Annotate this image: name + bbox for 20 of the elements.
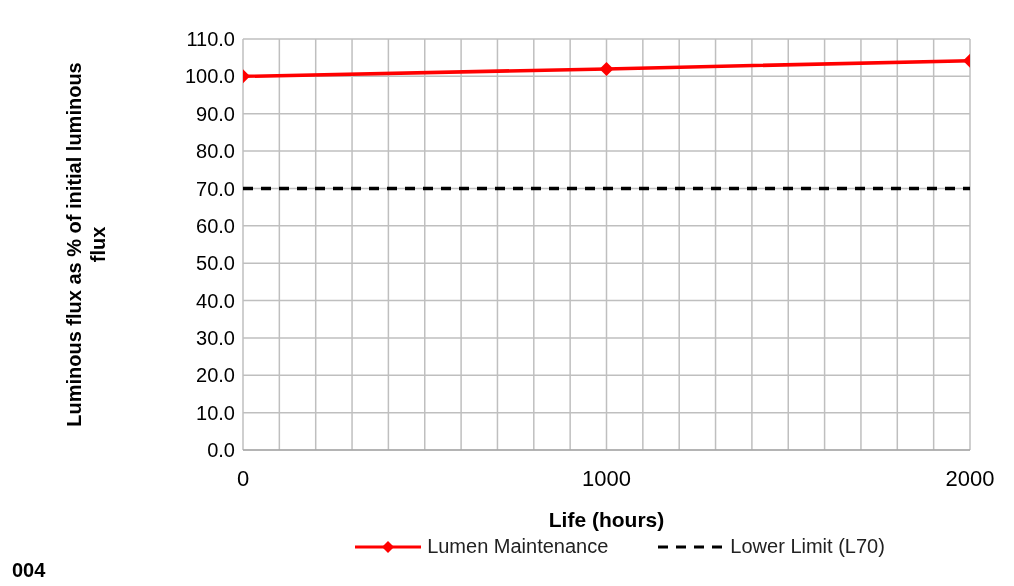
y-tick-label: 110.0 <box>186 28 235 51</box>
legend-label: Lumen Maintenance <box>427 535 609 558</box>
y-tick-label: 20.0 <box>196 364 235 387</box>
y-tick-label: 80.0 <box>196 140 235 163</box>
y-tick-label: 100.0 <box>184 65 235 88</box>
text: 004 <box>12 559 46 582</box>
y-tick-label: 10.0 <box>196 401 235 424</box>
y-axis-title: Luminous flux as % of initial luminous flux <box>63 62 109 427</box>
y-tick-label: 40.0 <box>196 289 235 312</box>
y-tick-label: 0.0 <box>207 439 235 462</box>
y-tick-label: 70.0 <box>196 177 235 200</box>
x-axis-title: Life (hours) <box>548 508 665 531</box>
y-tick-label: 50.0 <box>196 252 235 275</box>
x-tick-label: 0 <box>236 465 250 491</box>
legend-label: Lower Limit (L70) <box>730 535 885 558</box>
x-tick-label: 1000 <box>582 465 631 491</box>
x-tick-label: 2000 <box>945 465 995 491</box>
y-tick-label: 60.0 <box>196 214 235 237</box>
y-tick-label: 90.0 <box>196 102 235 125</box>
y-tick-label: 30.0 <box>196 327 235 350</box>
